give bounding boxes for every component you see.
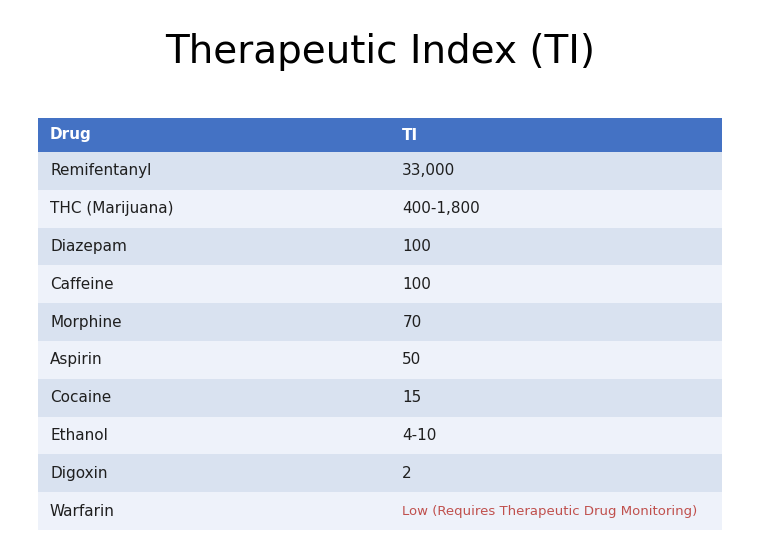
Bar — [38, 303, 722, 341]
Text: 15: 15 — [402, 390, 422, 405]
Text: 33,000: 33,000 — [402, 164, 455, 178]
Bar — [38, 190, 722, 228]
Bar — [38, 417, 722, 455]
Text: Caffeine: Caffeine — [50, 277, 114, 292]
Bar — [38, 118, 722, 152]
Text: Drug: Drug — [50, 127, 92, 143]
Text: Morphine: Morphine — [50, 315, 122, 330]
Text: TI: TI — [402, 127, 419, 143]
Text: 2: 2 — [402, 466, 412, 481]
Bar — [38, 228, 722, 265]
Text: THC (Marijuana): THC (Marijuana) — [50, 201, 173, 216]
Text: 70: 70 — [402, 315, 422, 330]
Bar — [38, 341, 722, 379]
Bar — [38, 152, 722, 190]
Text: Cocaine: Cocaine — [50, 390, 111, 405]
Text: 4-10: 4-10 — [402, 428, 437, 443]
Bar — [38, 379, 722, 417]
Text: 100: 100 — [402, 277, 431, 292]
Text: Low (Requires Therapeutic Drug Monitoring): Low (Requires Therapeutic Drug Monitorin… — [402, 504, 698, 517]
Text: Ethanol: Ethanol — [50, 428, 108, 443]
Text: 100: 100 — [402, 239, 431, 254]
Text: Digoxin: Digoxin — [50, 466, 107, 481]
Bar — [38, 492, 722, 530]
Text: 400-1,800: 400-1,800 — [402, 201, 480, 216]
Text: Warfarin: Warfarin — [50, 504, 115, 519]
Text: Remifentanyl: Remifentanyl — [50, 164, 151, 178]
Text: 50: 50 — [402, 352, 422, 368]
Bar — [38, 265, 722, 303]
Text: Therapeutic Index (TI): Therapeutic Index (TI) — [165, 33, 595, 71]
Text: Aspirin: Aspirin — [50, 352, 103, 368]
Text: Diazepam: Diazepam — [50, 239, 127, 254]
Bar — [38, 455, 722, 492]
